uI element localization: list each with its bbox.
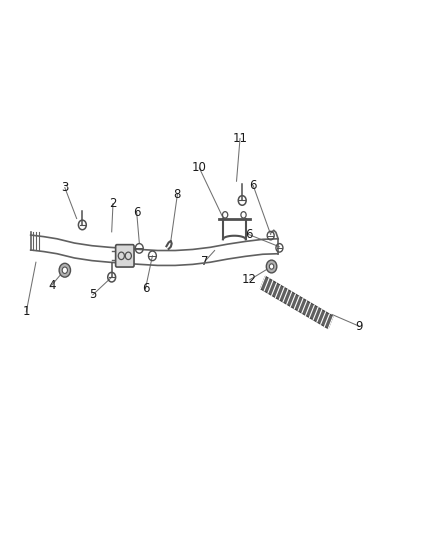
FancyBboxPatch shape [116, 245, 134, 267]
Circle shape [266, 260, 277, 273]
Text: 7: 7 [201, 255, 209, 268]
Text: 11: 11 [233, 132, 247, 145]
Circle shape [62, 267, 67, 273]
Text: 6: 6 [245, 228, 253, 241]
Text: 6: 6 [249, 179, 257, 192]
Text: 5: 5 [89, 288, 96, 301]
Text: 4: 4 [48, 279, 56, 292]
Polygon shape [260, 276, 333, 329]
Text: 9: 9 [355, 320, 363, 333]
Text: 2: 2 [109, 197, 117, 210]
Text: 8: 8 [174, 188, 181, 201]
Text: 6: 6 [133, 206, 141, 219]
Circle shape [59, 263, 71, 277]
Text: 10: 10 [192, 161, 207, 174]
Text: 3: 3 [61, 181, 68, 194]
Text: 1: 1 [22, 305, 30, 318]
Circle shape [269, 264, 274, 269]
Text: 6: 6 [141, 282, 149, 295]
Text: 12: 12 [242, 273, 257, 286]
